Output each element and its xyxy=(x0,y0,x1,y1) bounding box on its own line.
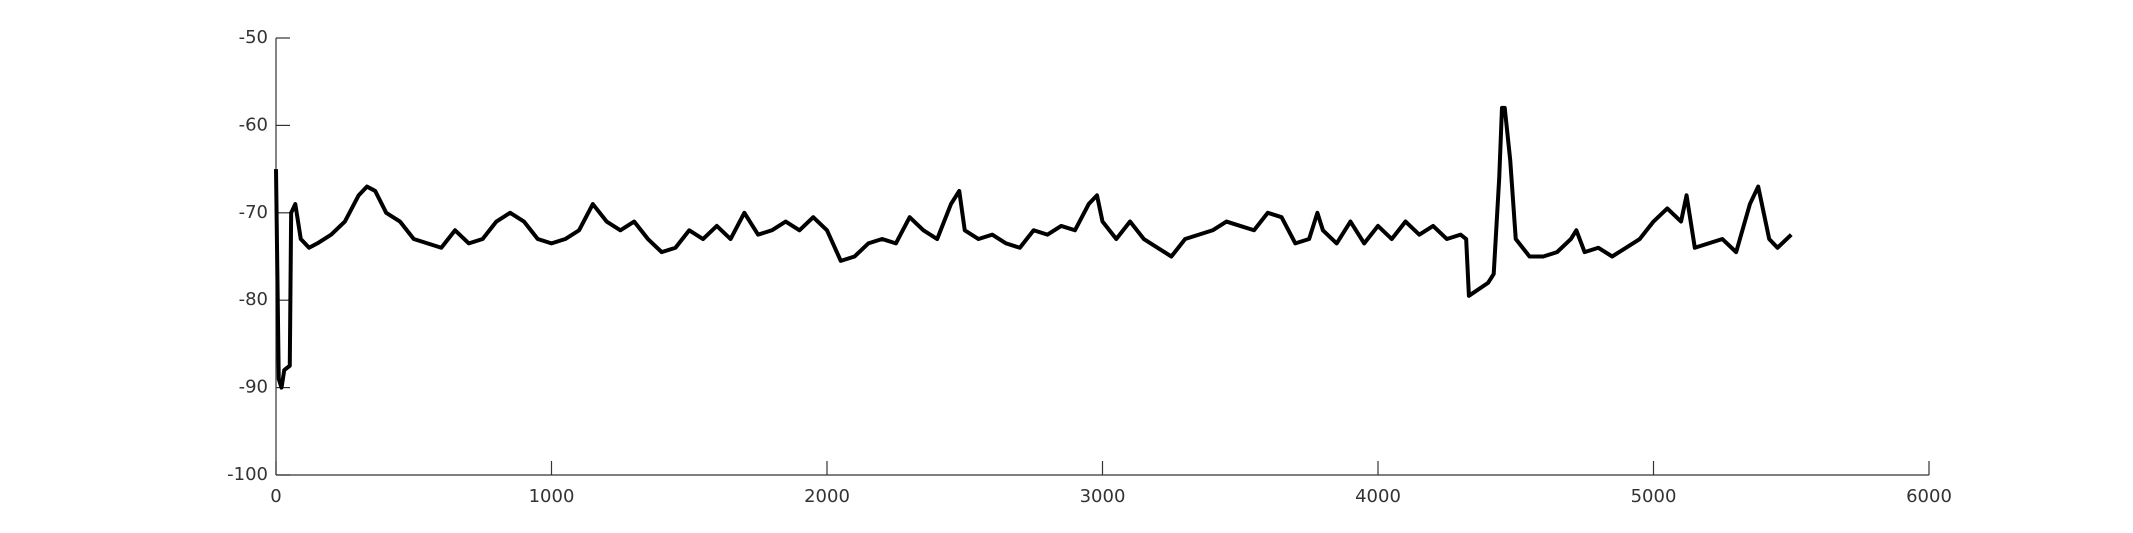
x-tick-label: 3000 xyxy=(1080,486,1126,507)
y-tick-label: -70 xyxy=(239,202,268,223)
y-tick-label: -100 xyxy=(227,464,268,485)
y-tick-label: -90 xyxy=(239,377,268,398)
x-tick-label: 1000 xyxy=(529,486,575,507)
data-line xyxy=(274,105,1793,390)
y-tick-label: -80 xyxy=(239,289,268,310)
y-tick-label: -60 xyxy=(239,114,268,135)
x-tick-label: 5000 xyxy=(1631,486,1677,507)
x-tick-label: 6000 xyxy=(1906,486,1952,507)
x-tick-label: 2000 xyxy=(804,486,850,507)
y-tick-label: -50 xyxy=(239,27,268,48)
x-tick-label: 0 xyxy=(270,486,281,507)
x-tick-label: 4000 xyxy=(1355,486,1401,507)
